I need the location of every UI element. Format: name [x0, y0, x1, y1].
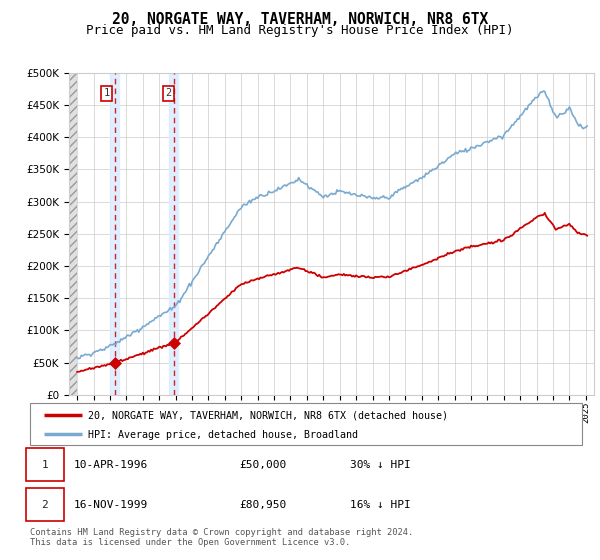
Text: Price paid vs. HM Land Registry's House Price Index (HPI): Price paid vs. HM Land Registry's House … — [86, 24, 514, 36]
Text: £50,000: £50,000 — [240, 460, 287, 470]
FancyBboxPatch shape — [26, 448, 64, 481]
Text: 20, NORGATE WAY, TAVERHAM, NORWICH, NR8 6TX: 20, NORGATE WAY, TAVERHAM, NORWICH, NR8 … — [112, 12, 488, 27]
Text: 1: 1 — [103, 88, 110, 99]
Text: £80,950: £80,950 — [240, 500, 287, 510]
Text: 30% ↓ HPI: 30% ↓ HPI — [350, 460, 411, 470]
Text: HPI: Average price, detached house, Broadland: HPI: Average price, detached house, Broa… — [88, 430, 358, 440]
Text: 16% ↓ HPI: 16% ↓ HPI — [350, 500, 411, 510]
Text: Contains HM Land Registry data © Crown copyright and database right 2024.
This d: Contains HM Land Registry data © Crown c… — [30, 528, 413, 547]
FancyBboxPatch shape — [30, 403, 582, 445]
Text: 20, NORGATE WAY, TAVERHAM, NORWICH, NR8 6TX (detached house): 20, NORGATE WAY, TAVERHAM, NORWICH, NR8 … — [88, 410, 448, 421]
FancyBboxPatch shape — [26, 488, 64, 521]
Bar — [69, 73, 77, 395]
Text: 16-NOV-1999: 16-NOV-1999 — [74, 500, 148, 510]
Text: 10-APR-1996: 10-APR-1996 — [74, 460, 148, 470]
Bar — [110, 73, 119, 395]
Text: 2: 2 — [41, 500, 48, 510]
Text: 1: 1 — [41, 460, 48, 470]
Bar — [169, 73, 178, 395]
Text: 2: 2 — [166, 88, 172, 99]
